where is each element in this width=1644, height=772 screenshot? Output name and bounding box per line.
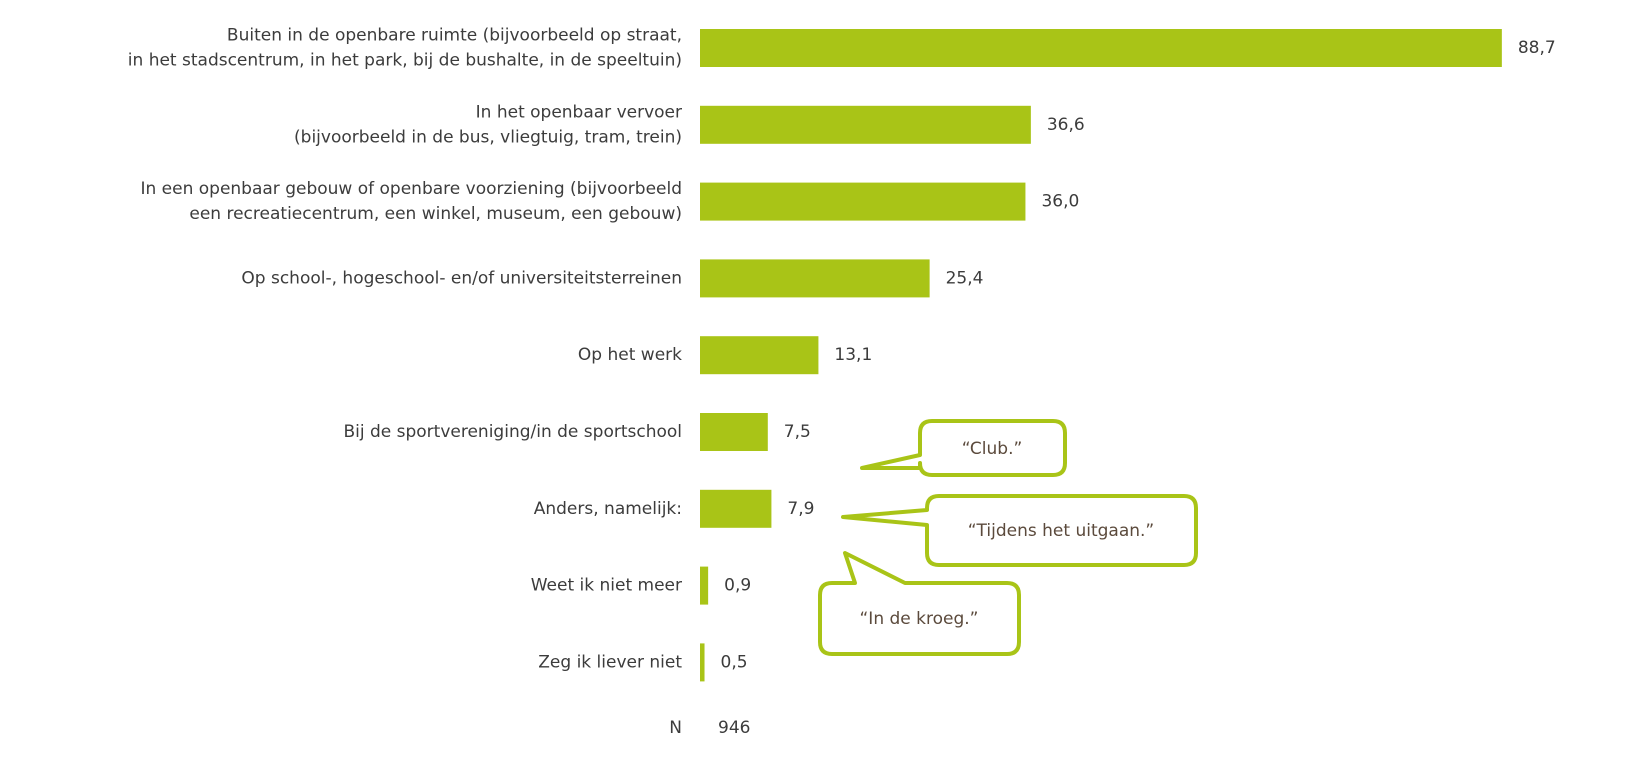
value-label: 25,4 (946, 268, 984, 288)
value-label: 36,0 (1041, 192, 1079, 212)
callout (860, 419, 1067, 477)
value-label: 7,5 (784, 422, 811, 442)
bar (700, 643, 705, 682)
value-label: 7,9 (787, 499, 814, 519)
category-label: Weet ik niet meer (531, 576, 682, 596)
callout-text: “In de kroeg.” (860, 609, 979, 629)
category-label: Anders, namelijk: (534, 499, 682, 519)
bar (700, 29, 1502, 67)
bar (700, 105, 1031, 144)
n-label: N (669, 718, 682, 738)
callout (818, 551, 1021, 656)
callout-text: “Tijdens het uitgaan.” (968, 521, 1154, 541)
category-label: (bijvoorbeeld in de bus, vliegtuig, tram… (294, 127, 682, 147)
category-label: Bij de sportvereniging/in de sportschool (343, 422, 682, 442)
category-label: In een openbaar gebouw of openbare voorz… (140, 179, 682, 199)
value-label: 88,7 (1518, 38, 1556, 58)
category-label: Zeg ik liever niet (538, 652, 682, 672)
bar (700, 182, 1026, 221)
category-label: Op het werk (578, 345, 682, 365)
n-value: 946 (718, 718, 750, 738)
bar (700, 259, 930, 298)
category-label: een recreatiecentrum, een winkel, museum… (189, 204, 682, 224)
value-label: 0,5 (721, 652, 748, 672)
category-label: Buiten in de openbare ruimte (bijvoorbee… (227, 26, 682, 46)
bar (700, 566, 709, 605)
bar (700, 489, 772, 528)
bar (700, 336, 819, 375)
callout (841, 494, 1198, 567)
category-label: Op school-, hogeschool- en/of universite… (241, 268, 682, 288)
value-label: 36,6 (1047, 115, 1085, 135)
value-label: 13,1 (834, 345, 872, 365)
category-label: in het stadscentrum, in het park, bij de… (128, 51, 682, 71)
value-label: 0,9 (724, 576, 751, 596)
bar (700, 413, 768, 451)
category-label: In het openbaar vervoer (476, 102, 682, 122)
callout-text: “Club.” (962, 439, 1023, 459)
